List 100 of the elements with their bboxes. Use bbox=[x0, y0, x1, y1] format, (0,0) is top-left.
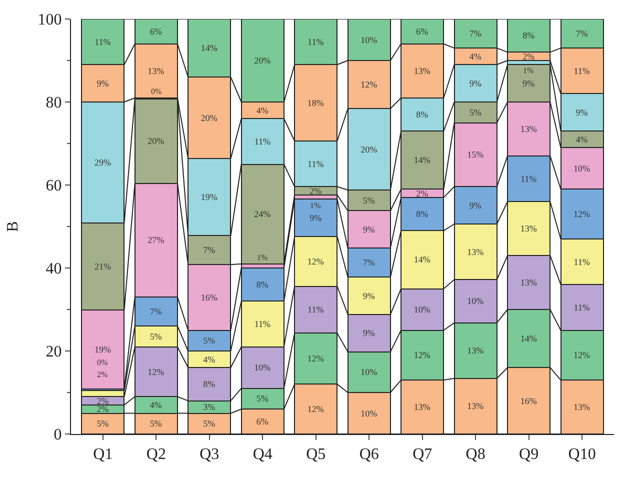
x-tick-label: Q5 bbox=[306, 446, 326, 464]
data-label: 10% bbox=[254, 362, 272, 373]
data-label: 8% bbox=[416, 209, 429, 220]
y-tick-label: 100 bbox=[38, 12, 62, 29]
data-label: 10% bbox=[414, 304, 431, 314]
data-label: 7% bbox=[362, 258, 376, 268]
x-tick-label: Q1 bbox=[93, 446, 113, 464]
data-label: 8% bbox=[416, 109, 429, 120]
data-label: 10% bbox=[360, 408, 378, 418]
data-label: 1% bbox=[310, 201, 321, 210]
data-label: 4% bbox=[469, 51, 482, 62]
data-label: 16% bbox=[520, 396, 538, 406]
y-tick-label: 20 bbox=[46, 344, 62, 361]
data-label: 12% bbox=[414, 350, 431, 360]
data-label: 12% bbox=[148, 366, 165, 377]
data-label: 5% bbox=[150, 331, 162, 342]
data-label: 13% bbox=[520, 278, 538, 288]
data-label: 9% bbox=[469, 200, 482, 210]
data-label: 11% bbox=[94, 36, 112, 47]
data-label: 13% bbox=[414, 402, 431, 412]
data-label: 27% bbox=[148, 235, 165, 246]
data-label: 19% bbox=[94, 344, 112, 354]
data-label: 20% bbox=[200, 112, 218, 123]
data-label: 10% bbox=[467, 296, 484, 306]
data-label: 5% bbox=[203, 336, 216, 346]
data-label: 14% bbox=[414, 155, 431, 166]
data-label: 9% bbox=[362, 328, 376, 338]
data-label: 1% bbox=[523, 66, 534, 75]
data-label: 10% bbox=[360, 367, 378, 378]
data-label: 14% bbox=[414, 254, 431, 265]
data-label: 13% bbox=[520, 224, 538, 234]
x-tick-label: Q6 bbox=[359, 446, 379, 464]
data-label: 0% bbox=[151, 87, 162, 96]
data-label: 13% bbox=[414, 66, 431, 76]
data-label: 11% bbox=[520, 174, 538, 184]
data-label: 9% bbox=[362, 224, 376, 234]
data-label: 16% bbox=[200, 292, 218, 302]
data-label: 2% bbox=[97, 370, 108, 379]
data-label: 2% bbox=[416, 188, 429, 198]
data-label: 9% bbox=[362, 290, 376, 301]
data-label: 5% bbox=[362, 195, 376, 206]
data-label: 12% bbox=[360, 80, 378, 90]
data-label: 5% bbox=[150, 418, 162, 429]
data-label: 21% bbox=[94, 261, 112, 272]
data-label: 11% bbox=[308, 158, 324, 169]
data-label: 13% bbox=[467, 346, 484, 356]
data-label: 11% bbox=[574, 256, 590, 267]
x-tick-label: Q10 bbox=[568, 446, 596, 464]
data-label: 8% bbox=[522, 30, 536, 41]
data-label: 2% bbox=[96, 404, 110, 414]
data-label: 29% bbox=[94, 157, 112, 168]
data-label: 8% bbox=[203, 379, 216, 390]
data-label: 9% bbox=[469, 78, 482, 88]
data-label: 19% bbox=[200, 192, 218, 202]
data-label: 20% bbox=[254, 56, 272, 66]
data-label: 11% bbox=[574, 66, 590, 76]
data-label: 14% bbox=[200, 43, 218, 54]
data-label: 6% bbox=[256, 416, 269, 427]
data-label: 12% bbox=[307, 354, 324, 364]
x-tick-label: Q3 bbox=[200, 446, 220, 464]
data-label: 14% bbox=[520, 334, 538, 344]
y-tick-label: 0 bbox=[54, 426, 62, 444]
data-label: 9% bbox=[96, 78, 110, 88]
data-label: 4% bbox=[576, 134, 588, 144]
data-label: 12% bbox=[307, 256, 324, 266]
data-label: 10% bbox=[360, 34, 378, 45]
data-label: 6% bbox=[416, 26, 429, 36]
data-label: 13% bbox=[148, 66, 165, 76]
data-label: 7% bbox=[150, 306, 162, 317]
data-label: 13% bbox=[520, 124, 538, 134]
data-label: 3% bbox=[203, 402, 216, 412]
data-label: 8% bbox=[256, 280, 269, 290]
x-tick-label: Q2 bbox=[146, 446, 166, 464]
data-label: 5% bbox=[469, 107, 482, 118]
data-label: 11% bbox=[308, 36, 324, 47]
data-label: 2% bbox=[310, 186, 322, 196]
data-label: 0% bbox=[97, 358, 108, 367]
data-label: 18% bbox=[307, 98, 324, 108]
x-tick-label: Q7 bbox=[412, 446, 432, 464]
data-label: 11% bbox=[254, 136, 271, 146]
data-label: 11% bbox=[574, 302, 590, 312]
data-label: 11% bbox=[254, 319, 271, 330]
data-label: 6% bbox=[150, 26, 162, 36]
data-label: 13% bbox=[467, 246, 484, 257]
data-label: 2% bbox=[96, 396, 110, 406]
data-label: 7% bbox=[576, 28, 588, 39]
y-axis-title: B bbox=[4, 221, 22, 232]
x-tick-label: Q9 bbox=[519, 446, 539, 464]
data-label: 7% bbox=[469, 28, 482, 39]
data-label: 4% bbox=[256, 105, 269, 116]
data-label: 20% bbox=[360, 144, 378, 154]
data-label: 5% bbox=[96, 418, 110, 429]
data-label: 1% bbox=[257, 253, 268, 262]
data-label: 5% bbox=[256, 394, 269, 404]
data-label: 12% bbox=[574, 350, 591, 360]
data-label: 5% bbox=[203, 418, 216, 429]
y-tick-label: 40 bbox=[46, 260, 62, 278]
data-label: 10% bbox=[574, 163, 591, 174]
data-label: 15% bbox=[467, 150, 484, 160]
data-label: 7% bbox=[203, 245, 216, 256]
